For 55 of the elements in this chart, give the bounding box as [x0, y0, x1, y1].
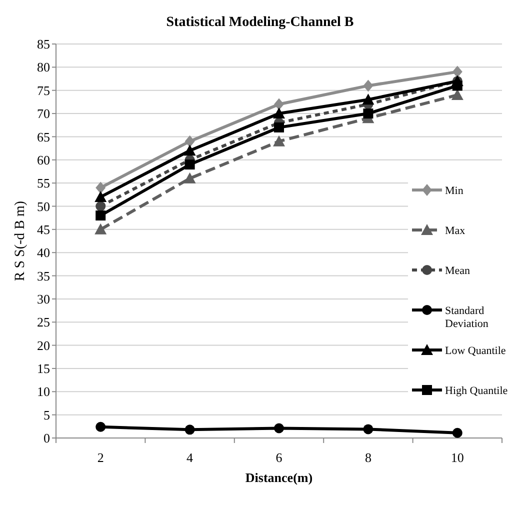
legend-label: Max: [445, 224, 466, 237]
point: [94, 190, 107, 202]
point: [273, 135, 285, 146]
point: [452, 80, 462, 91]
point: [96, 182, 106, 194]
legend-label: Mean: [445, 264, 471, 277]
point: [184, 135, 195, 148]
y-tick-label: 30: [37, 291, 50, 306]
point: [363, 108, 374, 119]
x-tick-label: 2: [97, 450, 104, 465]
y-tick-label: 15: [37, 361, 50, 376]
point: [94, 223, 107, 234]
y-tick-label: 75: [37, 82, 50, 98]
point: [96, 422, 106, 432]
y-tick-label: 60: [37, 152, 50, 168]
x-tick-label: 10: [450, 450, 464, 465]
point: [184, 424, 195, 435]
point: [274, 98, 284, 110]
y-axis-title: R S S(-d B m): [13, 200, 28, 282]
point: [452, 66, 462, 78]
y-tick-label: 80: [37, 60, 50, 75]
point: [184, 144, 196, 156]
y-tick-label: 0: [44, 430, 50, 446]
legend-label: Low Quantile: [445, 344, 506, 357]
point: [96, 210, 106, 221]
y-tick-label: 20: [37, 338, 50, 353]
y-tick-label: 40: [37, 245, 50, 260]
x-tick-label: 4: [186, 450, 194, 465]
legend-label: High Quantile: [445, 384, 508, 397]
point: [274, 423, 284, 434]
y-tick-label: 25: [37, 314, 50, 330]
point: [184, 172, 196, 184]
y-tick-label: 55: [37, 176, 50, 191]
point: [274, 122, 284, 132]
point: [363, 424, 374, 434]
point: [363, 80, 374, 92]
y-tick-label: 5: [44, 407, 50, 422]
y-tick-label: 35: [37, 268, 50, 284]
x-tick-label: 6: [276, 450, 283, 465]
point: [184, 160, 195, 170]
point: [362, 94, 374, 105]
x-axis-title: Distance(m): [245, 470, 313, 485]
y-tick-label: 70: [37, 106, 50, 122]
y-tick-label: 10: [37, 384, 50, 400]
point: [273, 108, 285, 119]
y-tick-label: 65: [37, 129, 50, 144]
x-tick-label: 8: [364, 450, 372, 465]
legend-label: Min: [445, 184, 464, 197]
legend-label: Standard Deviation: [445, 304, 489, 330]
y-tick-label: 50: [37, 198, 50, 214]
point: [96, 201, 106, 212]
chart-title: Statistical Modeling-Channel B: [166, 15, 354, 30]
y-tick-label: 85: [37, 36, 50, 52]
y-tick-label: 45: [37, 222, 50, 237]
point: [452, 428, 462, 438]
